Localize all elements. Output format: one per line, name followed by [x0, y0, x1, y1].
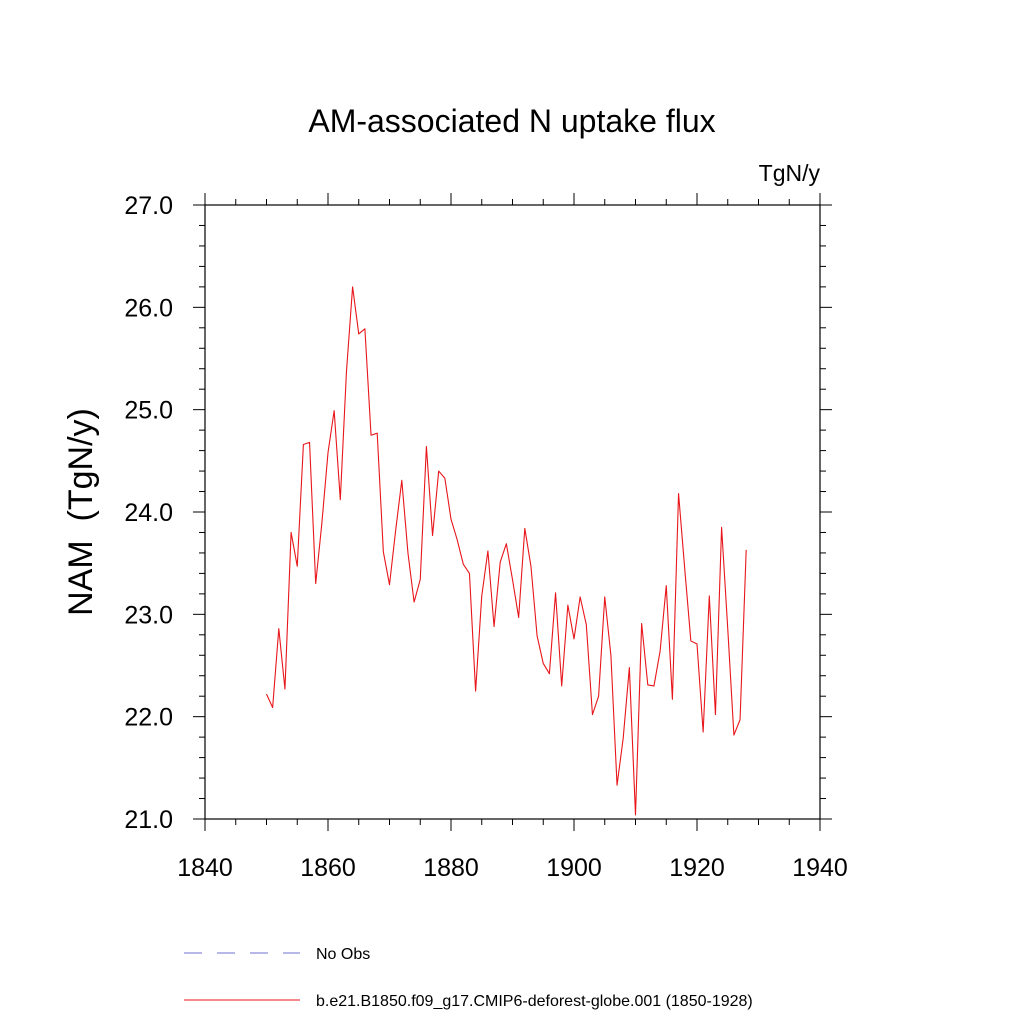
tick-labels: 1840 1860 1880 1900 1920 1940 21.0 22.0 23.0 24.0… — [124, 192, 847, 882]
y-tick-label: 22.0 — [124, 704, 173, 732]
y-tick-label: 27.0 — [124, 192, 173, 220]
x-tick-label: 1900 — [546, 854, 602, 882]
axis-ticks — [193, 193, 832, 831]
series-line — [266, 286, 747, 816]
x-tick-label: 1940 — [792, 854, 848, 882]
plot-frame — [204, 204, 821, 820]
y-tick-label: 24.0 — [124, 499, 173, 527]
legend: No Obs b.e21.B1850.f09_g17.CMIP6-deforest… — [184, 946, 753, 1010]
y-tick-label: 26.0 — [124, 294, 173, 322]
chart-title: AM-associated N uptake flux — [308, 103, 715, 139]
legend-label: b.e21.B1850.f09_g17.CMIP6-deforest-globe… — [316, 993, 753, 1010]
series-layer — [266, 286, 747, 816]
y-tick-label: 21.0 — [124, 806, 173, 834]
x-tick-label: 1880 — [423, 854, 479, 882]
y-tick-label: 23.0 — [124, 601, 173, 629]
y-tick-label: 25.0 — [124, 397, 173, 425]
y-axis-label: NAM (TgN/y) — [62, 408, 100, 616]
units-label: TgN/y — [759, 160, 821, 186]
x-tick-label: 1920 — [669, 854, 725, 882]
legend-label: No Obs — [316, 946, 370, 963]
x-tick-label: 1860 — [300, 854, 356, 882]
x-tick-label: 1840 — [177, 854, 233, 882]
